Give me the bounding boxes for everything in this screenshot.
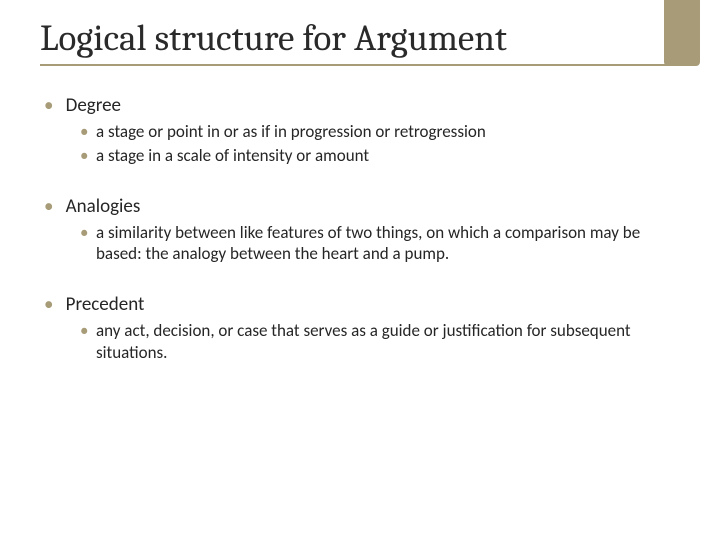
list-item: a stage or point in or as if in progress… [96, 121, 680, 143]
section-precedent: Precedent any act, decision, or case tha… [62, 293, 680, 364]
section-analogies: Analogies a similarity between like feat… [62, 195, 680, 266]
sub-list: any act, decision, or case that serves a… [62, 320, 680, 364]
list-item: any act, decision, or case that serves a… [96, 320, 680, 364]
section-heading: Precedent [66, 293, 145, 316]
section-heading: Degree [66, 94, 121, 117]
slide-title: Logical structure for Argument [40, 18, 680, 66]
section-degree: Degree a stage or point in or as if in p… [62, 94, 680, 167]
slide: Logical structure for Argument Degree a … [0, 0, 720, 412]
section-heading: Analogies [66, 195, 141, 218]
list-item: a similarity between like features of tw… [96, 222, 680, 266]
sub-list: a stage or point in or as if in progress… [62, 121, 680, 167]
bullet-list: Degree a stage or point in or as if in p… [40, 94, 680, 364]
list-item: a stage in a scale of intensity or amoun… [96, 145, 680, 167]
accent-bar [664, 0, 700, 66]
sub-list: a similarity between like features of tw… [62, 222, 680, 266]
